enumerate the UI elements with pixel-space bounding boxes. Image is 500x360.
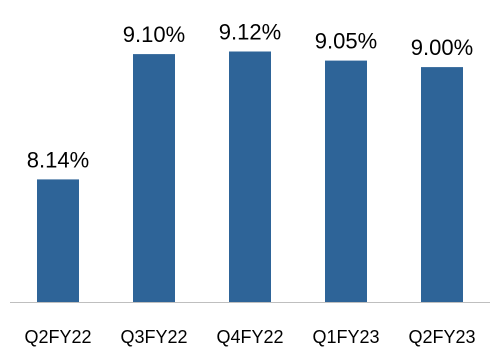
data-labels-layer: 8.14% 9.10% 9.12% 9.05% 9.00%	[27, 20, 473, 173]
x-tick-label-q4fy22: Q4FY22	[216, 327, 283, 347]
x-tick-labels-layer: Q2FY22 Q3FY22 Q4FY22 Q1FY23 Q2FY23	[24, 327, 475, 347]
bars-layer	[37, 51, 463, 302]
bar-q1fy23	[325, 60, 367, 302]
bar-q2fy23	[421, 67, 463, 302]
x-tick-label-q2fy22: Q2FY22	[24, 327, 91, 347]
data-label-q2fy23: 9.00%	[411, 35, 473, 60]
bar-q3fy22	[133, 54, 175, 302]
data-label-q2fy22: 8.14%	[27, 147, 89, 172]
x-tick-label-q3fy22: Q3FY22	[120, 327, 187, 347]
bar-q2fy22	[37, 179, 79, 302]
data-label-q3fy22: 9.10%	[123, 22, 185, 47]
data-label-q4fy22: 9.12%	[219, 20, 281, 45]
data-label-q1fy23: 9.05%	[315, 29, 377, 54]
x-tick-label-q2fy23: Q2FY23	[408, 327, 475, 347]
bar-q4fy22	[229, 51, 271, 302]
x-tick-label-q1fy23: Q1FY23	[312, 327, 379, 347]
